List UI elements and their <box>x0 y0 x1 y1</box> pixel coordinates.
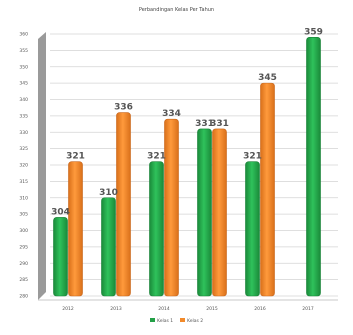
legend-label: Kelas 2 <box>187 318 203 324</box>
data-label: 331 <box>195 119 214 129</box>
data-label: 331 <box>210 119 229 129</box>
bar-kelas-1 <box>306 36 321 297</box>
data-label: 321 <box>243 152 262 162</box>
legend-swatch <box>150 318 155 322</box>
bars <box>53 36 321 297</box>
bar-kelas-1 <box>101 197 116 297</box>
data-label: 321 <box>66 152 85 162</box>
x-tick-label: 2013 <box>110 306 122 312</box>
y-tick-label: 285 <box>19 277 28 283</box>
bar-kelas-2 <box>164 118 179 297</box>
x-tick-label: 2012 <box>62 306 74 312</box>
x-tick-label: 2015 <box>206 306 218 312</box>
y-tick-label: 280 <box>19 294 28 300</box>
data-label: 304 <box>51 207 70 217</box>
x-tick-label: 2017 <box>302 306 314 312</box>
data-label: 334 <box>162 109 181 119</box>
bar-kelas-2 <box>260 82 275 297</box>
legend-swatch <box>180 318 185 322</box>
data-label: 345 <box>258 73 277 83</box>
y-tick-label: 340 <box>19 97 28 103</box>
y-axis: 280 285 290 295 300 305 310 315 320 325 330 335 340 3… <box>19 32 338 312</box>
data-label: 321 <box>147 152 166 162</box>
y-tick-label: 350 <box>19 64 28 70</box>
y-tick-label: 290 <box>19 261 28 267</box>
y-tick-label: 360 <box>19 32 28 38</box>
y-tick-label: 295 <box>19 244 28 250</box>
data-label: 310 <box>99 188 118 198</box>
y-tick-label: 305 <box>19 212 28 218</box>
y-tick-label: 325 <box>19 146 28 152</box>
y-tick-label: 330 <box>19 130 28 136</box>
y-tick-label: 315 <box>19 179 28 185</box>
y-tick-label: 300 <box>19 228 28 234</box>
y-tick-label: 355 <box>19 48 28 54</box>
y-tick-label: 320 <box>19 163 28 169</box>
bar-kelas-1 <box>245 161 260 297</box>
legend: Kelas 1 Kelas 2 <box>150 318 203 324</box>
bar-kelas-2 <box>116 112 131 297</box>
y-tick-label: 310 <box>19 195 28 201</box>
data-label: 336 <box>114 103 133 113</box>
bar-kelas-1 <box>53 217 68 297</box>
bar-kelas-2 <box>68 161 83 297</box>
axis-wall <box>38 32 46 300</box>
y-tick-label: 335 <box>19 113 28 119</box>
chart-title: Perbandingan Kelas Per Tahun <box>139 7 214 13</box>
bar-kelas-1 <box>197 128 212 297</box>
legend-label: Kelas 1 <box>157 318 173 324</box>
bar-kelas-1 <box>149 161 164 297</box>
y-tick-label: 345 <box>19 81 28 87</box>
grid-lines <box>50 33 338 297</box>
x-tick-label: 2016 <box>254 306 266 312</box>
data-label: 359 <box>304 27 323 37</box>
bar-kelas-2 <box>212 128 227 297</box>
x-tick-label: 2014 <box>158 306 170 312</box>
